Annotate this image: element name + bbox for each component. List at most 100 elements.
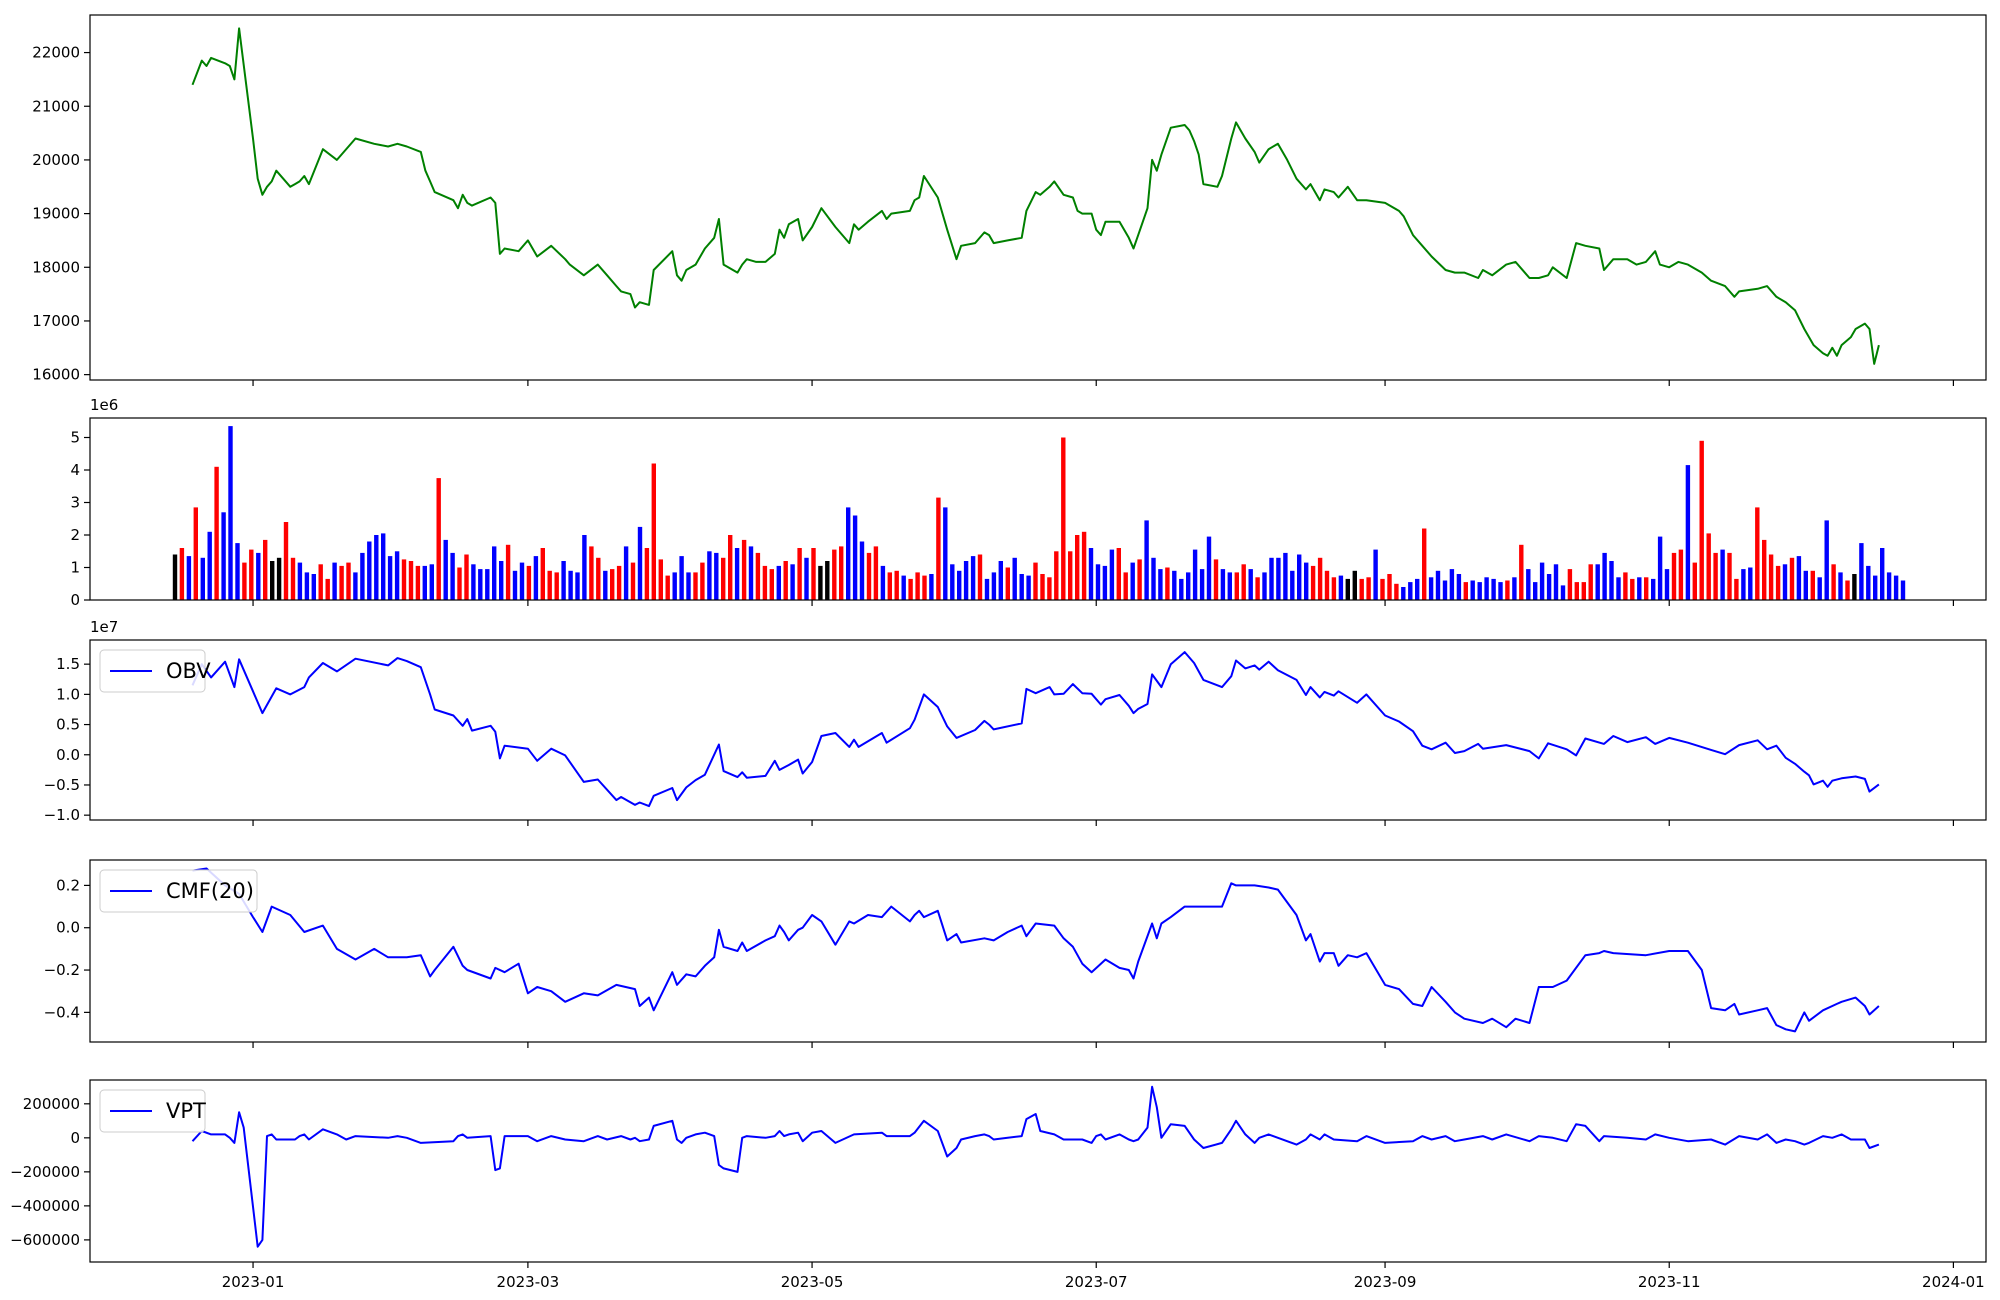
volume-bar — [228, 426, 233, 600]
volume-bar — [1352, 570, 1357, 601]
vpt-axes-frame — [89, 1079, 1987, 1263]
y-tick-label: 0 — [70, 1129, 80, 1147]
volume-bar — [1317, 557, 1323, 601]
volume-bar — [1206, 536, 1212, 600]
legend-box — [99, 649, 206, 693]
y-tick-label: −0.4 — [44, 1003, 80, 1021]
volume-bar — [1817, 577, 1822, 601]
vpt-line — [191, 1085, 1880, 1248]
y-tick-label: 0.0 — [56, 746, 80, 764]
volume-bar — [422, 565, 427, 600]
obv-axes-frame — [89, 639, 1987, 821]
volume-bar — [1068, 551, 1073, 601]
legend-label: CMF(20) — [166, 879, 254, 903]
volume-bar — [1269, 557, 1274, 601]
volume-bar — [221, 512, 226, 601]
volume-bar — [1040, 574, 1045, 600]
volume-bar — [485, 569, 490, 600]
volume-bar — [804, 557, 809, 601]
volume-bar — [1297, 554, 1302, 600]
volume-bar — [644, 548, 650, 600]
volume-bar — [1880, 548, 1885, 600]
volume-bar — [311, 574, 316, 600]
y-tick-label: 1.0 — [56, 685, 80, 703]
volume-bar — [1720, 549, 1725, 600]
volume-bar — [1838, 572, 1843, 600]
y-tick-label: −400000 — [10, 1197, 80, 1215]
volume-bar — [263, 539, 268, 600]
volume-bar — [1304, 562, 1309, 600]
volume-bar — [575, 572, 580, 600]
volume-bar — [1165, 567, 1170, 600]
volume-bar — [408, 561, 414, 600]
volume-bar — [1123, 572, 1128, 600]
volume-bar — [332, 562, 337, 600]
volume-bar — [1546, 574, 1552, 600]
volume-bar — [1748, 567, 1753, 600]
volume-bar — [957, 570, 962, 601]
volume-bar — [707, 551, 712, 601]
x-tick-label: 2023-09 — [1354, 1273, 1417, 1291]
volume-bar — [1671, 552, 1677, 600]
y-tick-label: 16000 — [32, 366, 80, 384]
volume-bar — [464, 554, 469, 600]
volume-bar — [1463, 582, 1468, 600]
volume-bar — [887, 572, 892, 600]
volume-bar — [797, 548, 802, 600]
price-panel: 16000 17000 18000 19000 20000 21000 22000 — [32, 14, 1987, 386]
volume-bar — [1519, 544, 1524, 601]
volume-bar — [1755, 507, 1760, 600]
volume-bar — [1706, 533, 1711, 600]
volume-bar — [970, 556, 976, 600]
volume-bar — [533, 556, 539, 600]
volume-bar — [610, 569, 615, 600]
volume-bar — [1616, 577, 1621, 601]
volume-bar — [1005, 567, 1010, 600]
volume-bar — [950, 564, 955, 601]
y-tick-label: 2 — [70, 526, 80, 544]
volume-bar — [1095, 564, 1101, 601]
volume-bar — [374, 535, 379, 600]
volume-bar — [1276, 557, 1281, 601]
y-tick-label: 18000 — [32, 258, 80, 276]
volume-bar — [1866, 565, 1871, 600]
y-tick-label: 1.5 — [56, 655, 80, 673]
volume-bar — [582, 535, 587, 600]
price-axes-frame — [89, 14, 1987, 381]
volume-bar — [846, 507, 851, 600]
x-tick-label: 2023-03 — [497, 1273, 560, 1291]
volume-bar — [929, 574, 934, 600]
volume-bar — [512, 570, 518, 601]
volume-bar — [721, 557, 726, 601]
volume-bar — [1019, 574, 1024, 600]
volume-bar — [665, 575, 670, 600]
volume-bar — [852, 515, 858, 600]
volume-bar — [1213, 559, 1219, 600]
volume-bar — [1415, 578, 1420, 600]
volume-bar — [193, 507, 198, 600]
volume-bar — [1526, 569, 1531, 600]
volume-panel: 0 1 2 3 4 5 1e6 — [70, 396, 1987, 609]
x-tick-label: 2023-07 — [1065, 1273, 1128, 1291]
volume-bar — [1831, 564, 1836, 601]
volume-bar — [839, 546, 844, 600]
volume-bar — [1470, 580, 1475, 600]
volume-bar — [1637, 577, 1642, 601]
x-tick-label: 2023-05 — [781, 1273, 844, 1291]
y-tick-label: 0.2 — [56, 876, 80, 894]
volume-bar — [1075, 535, 1080, 600]
legend-box — [99, 1089, 206, 1133]
volume-bar — [339, 565, 344, 600]
volume-bar — [1255, 577, 1260, 601]
volume-bar — [290, 557, 296, 601]
volume-bar — [1581, 582, 1586, 600]
volume-bar — [1158, 569, 1163, 600]
volume-bar — [1574, 582, 1579, 600]
volume-bar — [1033, 562, 1038, 600]
y-tick-label: 0 — [70, 591, 80, 609]
obv-line — [191, 651, 1880, 808]
volume-bar — [1873, 575, 1878, 600]
volume-bar — [658, 559, 663, 600]
volume-bar — [394, 551, 400, 601]
